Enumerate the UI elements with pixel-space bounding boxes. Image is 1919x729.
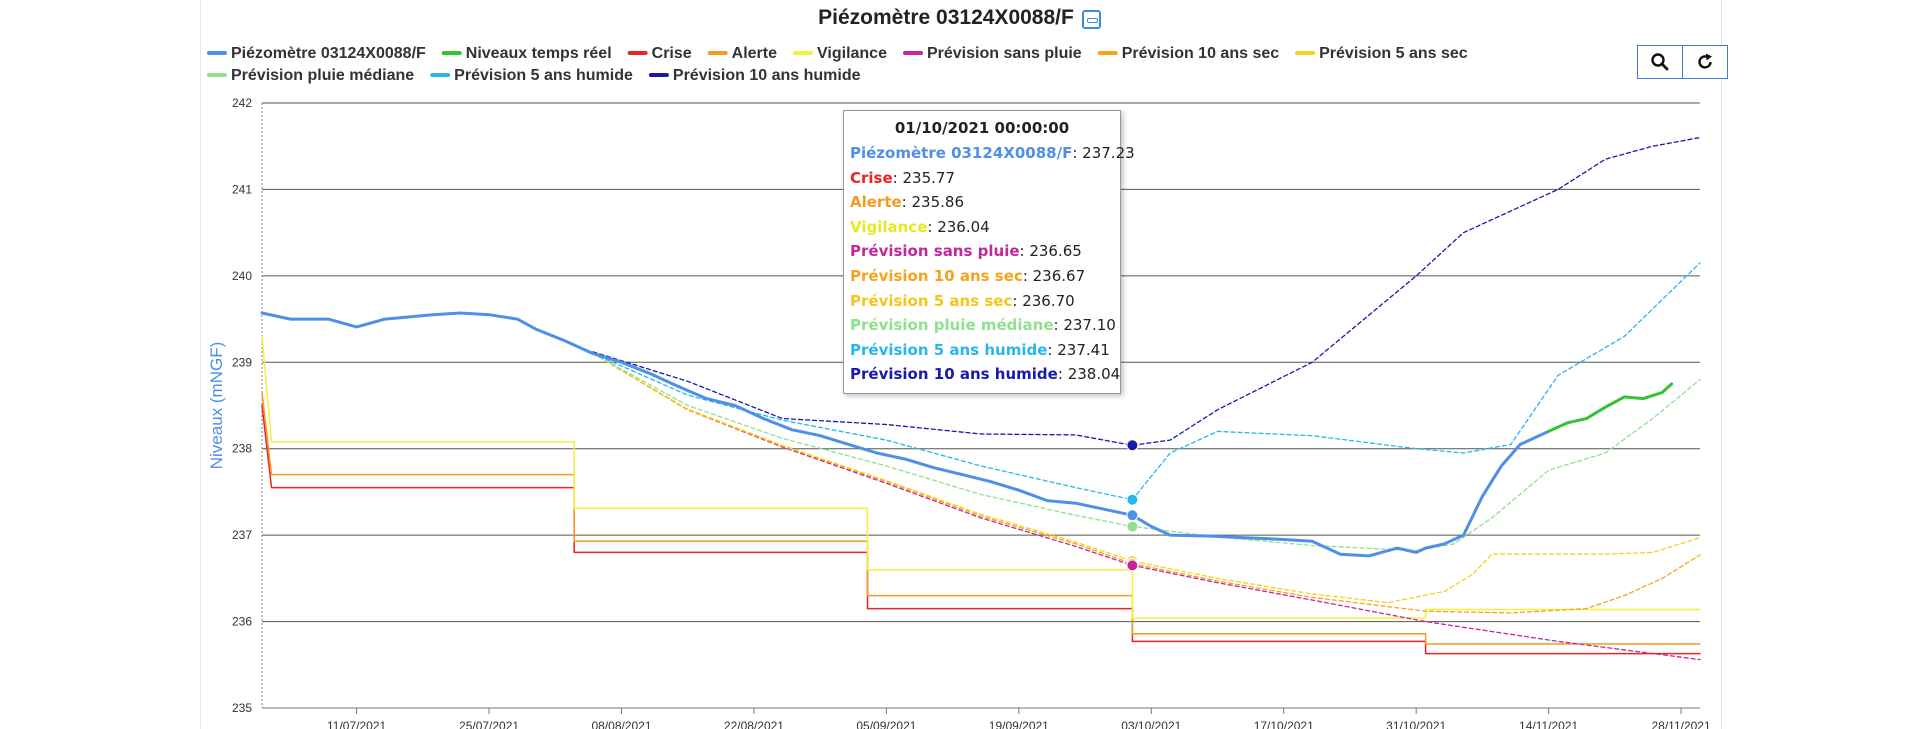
y-tick-label: 240 — [232, 269, 252, 283]
tooltip-date: 01/10/2021 00:00:00 — [894, 119, 1070, 137]
tooltip-value: 238.04 — [1067, 365, 1121, 384]
x-tick-label: 28/11/2021 — [1651, 719, 1710, 729]
legend-item[interactable]: Prévision 5 ans sec — [1319, 45, 1468, 62]
x-tick-label: 08/08/2021 — [591, 719, 651, 729]
x-tick-label: 25/07/2021 — [459, 719, 519, 729]
tooltip-series-name: Prévision 10 ans humide — [850, 365, 1058, 384]
y-tick-label: 238 — [232, 442, 252, 456]
tooltip-separator: : — [1012, 291, 1023, 310]
tooltip-row: Prévision 5 ans humide: 237.41 — [850, 338, 1114, 363]
chart-title: Piézomètre 03124X0088/F — [818, 6, 1074, 29]
tooltip-separator: : — [1022, 266, 1033, 285]
zoom-button[interactable] — [1637, 45, 1683, 79]
legend-item[interactable]: Prévision 5 ans humide — [454, 67, 633, 84]
x-tick-label: 11/07/2021 — [327, 719, 386, 729]
tooltip-value: 235.77 — [902, 168, 955, 187]
series-line-2 — [261, 404, 1701, 655]
tooltip-value: 236.65 — [1029, 242, 1082, 261]
tooltip-series-name: Piézomètre 03124X0088/F — [850, 144, 1073, 162]
legend-item[interactable]: Vigilance — [817, 45, 887, 62]
reset-zoom-button[interactable] — [1682, 45, 1728, 79]
legend-item[interactable]: Niveaux temps réel — [466, 45, 612, 62]
tooltip-separator: : — [927, 217, 938, 236]
tooltip-row: Prévision 10 ans humide: 238.04 — [850, 362, 1120, 387]
tooltip-row: Alerte: 235.86 — [850, 190, 1114, 215]
tooltip-separator: : — [1057, 365, 1068, 384]
legend-item[interactable]: Prévision sans pluie — [927, 45, 1082, 62]
legend-item[interactable]: Alerte — [732, 45, 777, 62]
y-tick-label: 242 — [232, 96, 252, 110]
tooltip-separator: : — [1019, 242, 1030, 261]
legend-item[interactable]: Prévision 10 ans humide — [673, 67, 861, 84]
series-line-5 — [592, 352, 1701, 661]
tooltip-separator: : — [901, 193, 912, 212]
tooltip-separator: : — [1047, 340, 1058, 359]
search-icon — [1651, 53, 1669, 71]
tooltip-row: Crise: 235.77 — [850, 166, 1114, 191]
series-line-10 — [592, 136, 1701, 446]
series-line-9 — [592, 262, 1701, 501]
legend-item[interactable]: Prévision 10 ans sec — [1122, 45, 1280, 62]
x-tick-label: 14/11/2021 — [1519, 719, 1578, 729]
tooltip-rows: Piézomètre 03124X0088/F: 237.23 Crise: 23… — [850, 141, 1135, 387]
series-line-7 — [592, 352, 1701, 604]
x-tick-label: 31/10/2021 — [1386, 719, 1446, 729]
tooltip-separator: : — [1053, 316, 1064, 335]
y-tick-label: 235 — [232, 701, 252, 715]
tooltip-series-name: Prévision sans pluie — [850, 242, 1020, 261]
series-line-4 — [261, 335, 1701, 619]
y-axis-label: Niveaux (mNGF) — [207, 342, 226, 470]
tooltip-separator: : — [1072, 144, 1083, 162]
chart-header: Piézomètre 03124X0088/F — [0, 0, 1919, 36]
tooltip-row: Piézomètre 03124X0088/F: 237.23 — [850, 141, 1135, 166]
tooltip-row: Prévision pluie médiane: 237.10 — [850, 313, 1116, 338]
tooltip-series-name: Vigilance — [850, 217, 928, 236]
series-line-8 — [592, 352, 1701, 552]
data-point-marker — [1126, 439, 1139, 452]
x-tick-label: 19/09/2021 — [989, 719, 1049, 729]
data-point-marker — [1126, 559, 1139, 572]
refresh-icon — [1698, 53, 1712, 69]
data-point-marker — [1126, 520, 1139, 533]
tooltip-value: 236.70 — [1022, 291, 1075, 310]
y-tick-label: 239 — [232, 355, 252, 369]
tooltip-row: Prévision 10 ans sec: 236.67 — [850, 264, 1114, 289]
tooltip-row: Prévision 5 ans sec: 236.70 — [850, 289, 1114, 314]
tooltip-row: Vigilance: 236.04 — [850, 215, 1114, 240]
tooltip: 01/10/2021 00:00:00 Piézomètre 03124X008… — [843, 110, 1135, 394]
tooltip-series-name: Prévision 10 ans sec — [850, 266, 1023, 285]
series-line-6 — [592, 352, 1701, 614]
legend-item[interactable]: Crise — [652, 45, 692, 62]
tooltip-value: 237.23 — [1082, 144, 1135, 162]
y-tick-label: 237 — [232, 528, 252, 542]
series-line-1 — [1547, 382, 1674, 433]
x-tick-label: 17/10/2021 — [1254, 719, 1314, 729]
legend-item[interactable]: Prévision pluie médiane — [231, 67, 414, 84]
tooltip-row: Prévision sans pluie: 236.65 — [850, 239, 1114, 264]
tooltip-series-name: Prévision 5 ans sec — [850, 291, 1013, 310]
tooltip-series-name: Crise — [850, 168, 893, 187]
x-tick-label: 03/10/2021 — [1121, 719, 1181, 729]
tooltip-value: 235.86 — [911, 193, 965, 212]
tooltip-value: 236.04 — [937, 217, 990, 236]
x-tick-label: 05/09/2021 — [856, 719, 916, 729]
series-line-3 — [261, 391, 1701, 645]
link-icon[interactable] — [1081, 9, 1101, 29]
tooltip-separator: : — [892, 168, 903, 187]
tooltip-value: 236.67 — [1032, 266, 1086, 285]
tooltip-value: 237.41 — [1057, 340, 1110, 359]
x-tick-label: 22/08/2021 — [724, 719, 784, 729]
legend-item[interactable]: Piézomètre 03124X0088/F — [231, 45, 426, 62]
tooltip-series-name: Prévision 5 ans humide — [850, 340, 1048, 359]
tooltip-value: 237.10 — [1063, 316, 1116, 335]
data-point-marker — [1126, 493, 1139, 506]
series-line-0 — [260, 311, 1551, 558]
y-tick-label: 236 — [232, 615, 252, 629]
tooltip-series-name: Prévision pluie médiane — [850, 316, 1054, 335]
y-tick-label: 241 — [232, 182, 252, 196]
tooltip-series-name: Alerte — [850, 193, 902, 212]
data-point-marker — [1126, 509, 1139, 522]
